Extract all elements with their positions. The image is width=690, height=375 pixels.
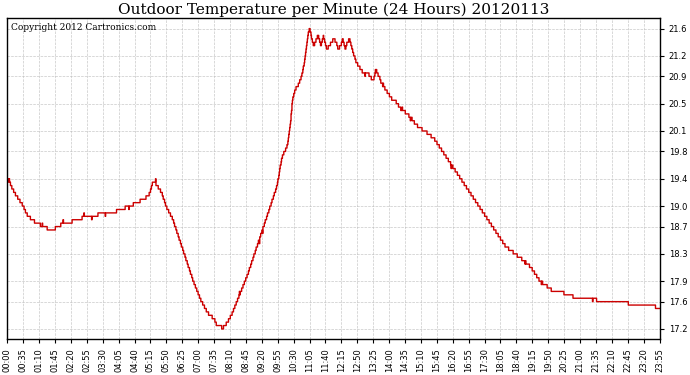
Text: Copyright 2012 Cartronics.com: Copyright 2012 Cartronics.com [10,23,156,32]
Title: Outdoor Temperature per Minute (24 Hours) 20120113: Outdoor Temperature per Minute (24 Hours… [118,3,549,17]
